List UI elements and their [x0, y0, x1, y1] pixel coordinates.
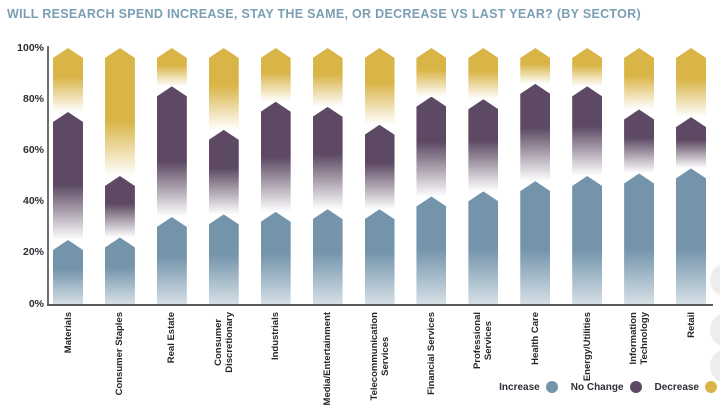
bar-segment-decrease-1 — [104, 48, 135, 176]
bar-segment-decrease-11 — [624, 48, 655, 110]
bar-segment-increase-4 — [260, 211, 291, 304]
y-axis-tick-label: 80% — [22, 92, 44, 105]
bar-segment-no-change-4 — [260, 101, 291, 212]
bar-segment-decrease-2 — [156, 48, 187, 87]
y-axis-tick-label: 20% — [22, 246, 44, 259]
bar-segment-no-change-9 — [520, 83, 551, 182]
bar-segment-no-change-8 — [468, 99, 499, 192]
x-axis-category-label: Media/Entertainment — [322, 312, 334, 405]
bar-segment-no-change-10 — [572, 86, 603, 176]
bar-segment-increase-2 — [156, 216, 187, 304]
legend-item-increase: Increase — [499, 381, 558, 393]
bar-segment-decrease-12 — [676, 48, 707, 118]
bar-segment-decrease-3 — [208, 48, 239, 130]
legend-label: Increase — [499, 381, 540, 393]
bar-segment-increase-3 — [208, 214, 239, 304]
legend-color-swatch — [545, 381, 558, 393]
bar-segment-decrease-5 — [312, 48, 343, 107]
legend-label: Decrease — [654, 381, 699, 393]
bar-segment-no-change-3 — [208, 129, 239, 215]
bar-segment-decrease-10 — [572, 48, 603, 87]
edge-floating-button-3[interactable] — [710, 349, 720, 383]
bar-segment-increase-8 — [468, 191, 499, 304]
x-axis-category-label: Retail — [685, 312, 697, 338]
x-axis-category-label: Professional Services — [472, 312, 495, 370]
y-axis-tick-label: 60% — [22, 143, 44, 156]
bar-segment-increase-6 — [364, 209, 395, 304]
y-axis-tick-label: 100% — [17, 41, 44, 54]
bar-segment-no-change-12 — [676, 117, 707, 169]
x-axis-category-label: Financial Services — [425, 312, 437, 395]
x-axis-category-label: Telecommunication Services — [368, 312, 391, 401]
legend-label: No Change — [570, 381, 624, 393]
bar-segment-decrease-6 — [364, 48, 395, 125]
legend-item-no-change: No Change — [571, 381, 642, 393]
x-axis-category-label: Materials — [62, 312, 74, 354]
bar-segment-decrease-7 — [416, 48, 447, 97]
bar-segment-increase-7 — [416, 196, 447, 304]
bar-segment-no-change-1 — [104, 176, 135, 238]
x-axis-category-label: Energy/Utilities — [581, 312, 593, 382]
x-axis-line — [47, 304, 713, 306]
bar-segment-decrease-4 — [260, 48, 291, 102]
bar-segment-decrease-9 — [520, 48, 551, 84]
bar-segment-no-change-0 — [53, 112, 83, 240]
bar-segment-no-change-2 — [156, 86, 187, 217]
bar-segment-increase-10 — [572, 176, 603, 304]
chart-title: WILL RESEARCH SPEND INCREASE, STAY THE S… — [7, 7, 641, 21]
legend-color-swatch — [629, 381, 642, 393]
bar-segment-no-change-11 — [624, 109, 655, 174]
x-axis-category-label: Industrials — [270, 312, 282, 361]
edge-floating-button-2[interactable] — [710, 313, 720, 347]
x-axis-category-label: Real Estate — [166, 312, 178, 364]
bar-segment-no-change-6 — [364, 124, 395, 210]
x-axis-category-label: Information Technology — [628, 312, 651, 365]
chart-legend: Increase No Change Decrease — [499, 381, 717, 393]
x-axis-category-label: Consumer Staples — [114, 312, 126, 396]
x-axis-category-label: Consumer Discretionary — [212, 312, 235, 373]
legend-item-decrease: Decrease — [655, 381, 717, 393]
y-axis-line — [47, 46, 49, 306]
y-axis-tick-label: 40% — [22, 195, 44, 208]
bar-segment-no-change-7 — [416, 96, 447, 197]
y-axis-tick-label: 0% — [28, 297, 44, 310]
bar-segment-increase-0 — [53, 240, 83, 304]
edge-floating-button-1[interactable] — [710, 263, 720, 297]
bar-segment-increase-12 — [676, 168, 707, 304]
bar-segment-increase-9 — [520, 181, 551, 304]
bar-segment-increase-5 — [312, 209, 343, 304]
legend-color-swatch — [705, 381, 717, 393]
bar-segment-decrease-8 — [468, 48, 499, 100]
bar-segment-decrease-0 — [53, 48, 83, 112]
x-axis-category-label: Health Care — [529, 312, 541, 365]
bar-segment-increase-11 — [624, 173, 655, 304]
bar-segment-no-change-5 — [312, 106, 343, 210]
bar-segment-increase-1 — [104, 237, 135, 304]
